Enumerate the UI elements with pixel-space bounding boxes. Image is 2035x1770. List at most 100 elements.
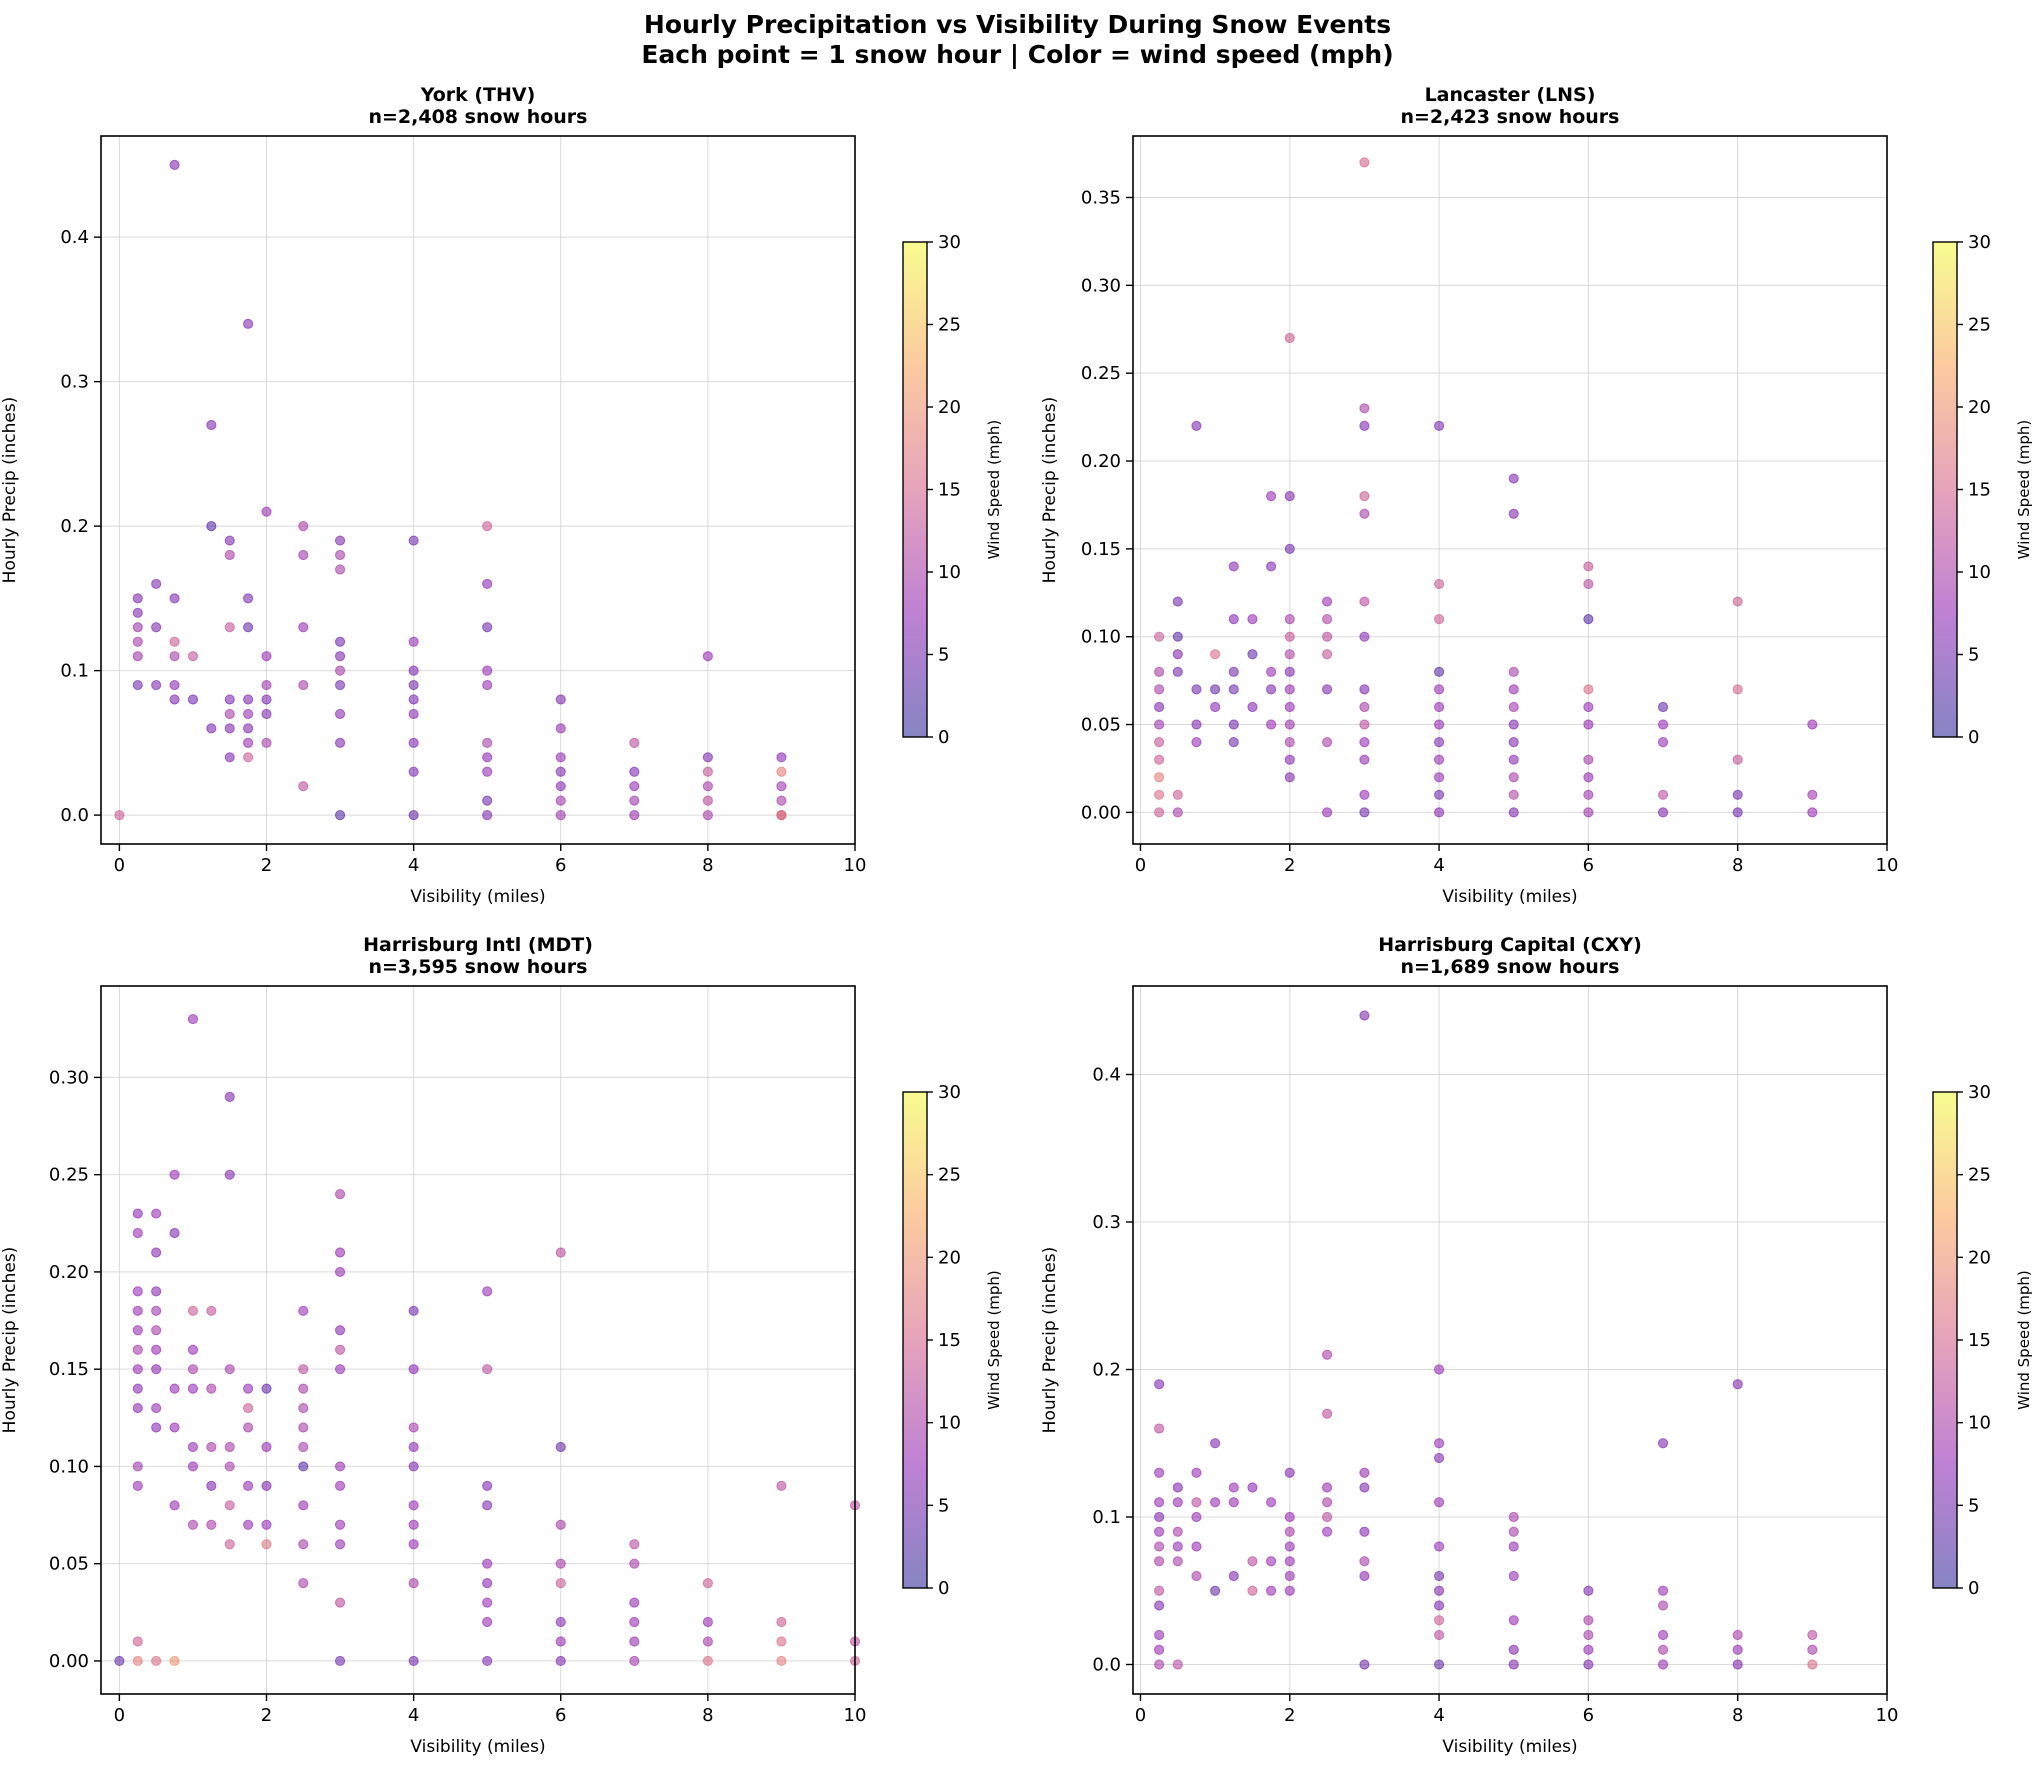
data-point (151, 1422, 162, 1433)
data-point (132, 1402, 143, 1414)
data-point (1508, 754, 1519, 765)
data-point (169, 1169, 180, 1180)
data-point (1284, 1511, 1295, 1523)
data-point (408, 810, 419, 821)
data-point (1583, 789, 1594, 800)
data-point (1807, 719, 1818, 730)
data-point (1154, 737, 1165, 748)
data-point (1657, 1438, 1669, 1449)
data-point (1154, 789, 1165, 800)
data-point (206, 1441, 217, 1453)
data-point (1154, 1556, 1165, 1567)
data-point (151, 1402, 162, 1414)
panel-title: Harrisburg Capital (CXY) (1378, 934, 1642, 956)
data-point (334, 1364, 346, 1375)
data-point (1284, 1556, 1295, 1567)
data-point (298, 622, 309, 633)
data-point (629, 1636, 640, 1647)
data-point (1359, 596, 1370, 607)
y-tick-label: 0.30 (49, 1067, 89, 1088)
data-point (408, 766, 419, 777)
y-tick-label: 0.1 (1092, 1507, 1121, 1528)
y-tick-label: 0.4 (1092, 1065, 1121, 1086)
data-point (298, 1539, 309, 1550)
data-point (298, 1383, 309, 1394)
data-point (1210, 684, 1221, 695)
data-point (1210, 701, 1221, 713)
x-axis-label: Visibility (miles) (1442, 887, 1577, 907)
data-point (1583, 1644, 1594, 1655)
x-tick-label: 8 (1732, 1705, 1743, 1726)
data-point (1321, 614, 1333, 625)
data-point (1359, 1010, 1370, 1021)
data-point (1583, 754, 1594, 765)
data-point (555, 766, 566, 777)
data-point (702, 1655, 713, 1667)
data-point (482, 665, 493, 676)
colorbar-tick-label: 5 (1968, 645, 1979, 666)
data-point (151, 679, 162, 691)
data-point (555, 723, 566, 734)
data-point (408, 694, 419, 705)
data-point (298, 1402, 309, 1414)
data-point (1732, 754, 1743, 765)
colorbar-gradient (1933, 242, 1957, 737)
data-point (224, 1091, 235, 1102)
data-point (1583, 772, 1594, 783)
x-tick-label: 2 (1284, 855, 1295, 876)
data-point (334, 549, 346, 561)
colorbar-tick-label: 10 (1968, 562, 1991, 583)
scatter-points (1154, 157, 1818, 818)
y-axis-label: Hourly Precip (inches) (1040, 1247, 1060, 1434)
data-point (1191, 420, 1202, 431)
data-point (1284, 332, 1295, 344)
data-point (702, 795, 713, 806)
data-point (1433, 684, 1445, 695)
data-point (1583, 1615, 1594, 1626)
data-point (1321, 631, 1333, 642)
data-point (1508, 473, 1519, 484)
x-tick-label: 8 (702, 1705, 713, 1726)
x-tick-label: 2 (261, 855, 272, 876)
data-point (1266, 1497, 1277, 1508)
data-point (298, 679, 309, 691)
data-point (334, 1539, 346, 1550)
scatter-points (114, 159, 787, 821)
x-axis-label: Visibility (miles) (410, 887, 545, 907)
data-point (1433, 754, 1445, 765)
data-point (1433, 578, 1445, 590)
data-point (1154, 1585, 1165, 1596)
data-point (334, 651, 346, 662)
data-point (629, 795, 640, 806)
data-point (298, 1305, 309, 1316)
colorbar-tick-label: 25 (938, 315, 961, 336)
data-point (1191, 719, 1202, 730)
data-point (1583, 719, 1594, 730)
data-point (169, 679, 180, 691)
data-point (1359, 1467, 1370, 1478)
data-point (187, 1461, 199, 1472)
data-point (1433, 1570, 1445, 1582)
data-point (1508, 807, 1519, 818)
data-point (334, 636, 346, 647)
data-point (1359, 754, 1370, 765)
data-point (1154, 1600, 1165, 1611)
data-point (169, 694, 180, 705)
data-point (1433, 614, 1445, 625)
data-point (224, 1500, 235, 1511)
data-point (187, 1441, 199, 1453)
data-point (1284, 543, 1295, 554)
colorbar-tick-label: 25 (938, 1165, 961, 1186)
colorbar-tick-label: 10 (1968, 1413, 1991, 1434)
data-point (629, 1539, 640, 1550)
y-axis-label: Hourly Precip (inches) (0, 1247, 20, 1434)
data-point (1172, 596, 1183, 607)
data-point (169, 1422, 180, 1433)
y-tick-label: 0.15 (1081, 539, 1121, 560)
data-point (776, 766, 787, 777)
data-point (629, 810, 640, 821)
data-point (1154, 666, 1165, 677)
data-point (1732, 596, 1743, 607)
y-tick-label: 0.1 (60, 661, 89, 682)
data-point (1284, 1570, 1295, 1582)
